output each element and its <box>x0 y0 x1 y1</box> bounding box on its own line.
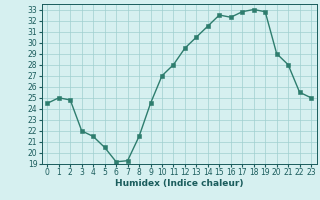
X-axis label: Humidex (Indice chaleur): Humidex (Indice chaleur) <box>115 179 244 188</box>
